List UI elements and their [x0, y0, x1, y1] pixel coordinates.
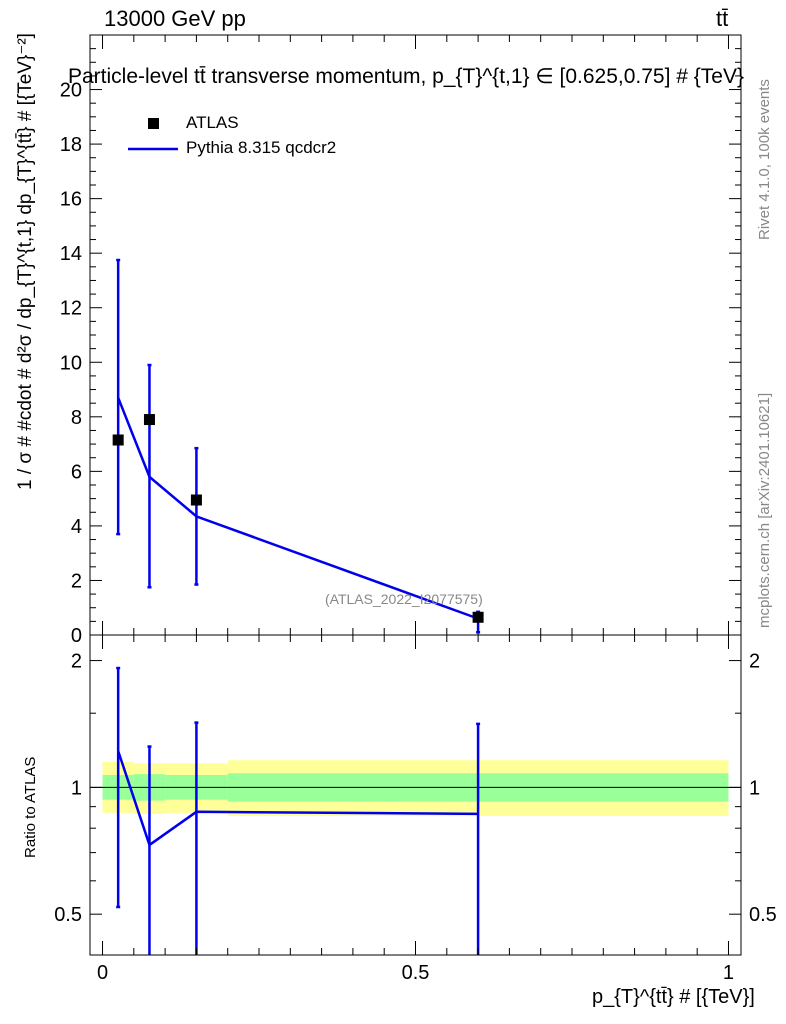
atlas-data-point — [190, 494, 202, 506]
ratio-mc-line — [116, 750, 479, 847]
main-y-tick-label: 14 — [60, 243, 82, 265]
main-y-tick-label: 18 — [60, 134, 82, 156]
atlas-data-point — [112, 434, 124, 446]
chart-title: Particle-level tt̄ transverse momentum, … — [68, 65, 745, 88]
main-y-tick-label: 20 — [60, 80, 82, 102]
legend-mc-label: Pythia 8.315 qcdcr2 — [186, 138, 337, 157]
ratio-y-tick-label: 1 — [71, 777, 82, 799]
ratio-y-tick-label: 0.5 — [54, 904, 82, 926]
ratio-y-tick-label-right: 1 — [749, 777, 760, 799]
x-tick-label: 0.5 — [402, 962, 430, 984]
atlas-data-point — [143, 414, 155, 426]
main-y-tick-label: 10 — [60, 352, 82, 374]
analysis-watermark: (ATLAS_2022_I2077575) — [325, 591, 483, 607]
main-y-tick-label: 8 — [71, 407, 82, 429]
main-y-tick-label: 16 — [60, 189, 82, 211]
ratio-y-tick-label: 2 — [71, 651, 82, 673]
rivet-version-label: Rivet 4.1.0, 100k events — [756, 79, 773, 240]
legend-data-label: ATLAS — [186, 113, 239, 132]
x-tick-label: 0 — [97, 962, 108, 984]
x-tick-label: 1 — [723, 962, 734, 984]
mcplots-label: mcplots.cern.ch [arXiv:2401.10621] — [756, 392, 773, 628]
main-y-tick-label: 2 — [71, 570, 82, 592]
main-y-tick-label: 6 — [71, 461, 82, 483]
mc-line — [117, 397, 479, 620]
main-y-axis-label: 1 / σ # #cdot # d²σ / dp_{T}^{t,1} dp_{T… — [15, 33, 36, 490]
x-axis-label: p_{T}^{tt̄} # [{TeV}] — [592, 986, 755, 1008]
main-y-tick-label: 4 — [71, 516, 82, 538]
atlas-data-point — [472, 611, 484, 623]
ratio-y-tick-label-right: 2 — [749, 651, 760, 673]
energy-label: 13000 GeV pp — [104, 6, 246, 31]
main-y-tick-label: 0 — [71, 625, 82, 647]
ratio-y-tick-label-right: 0.5 — [749, 904, 777, 926]
process-label: tt̄ — [716, 6, 729, 31]
legend-data-marker — [148, 118, 159, 129]
ratio-y-axis-label: Ratio to ATLAS — [22, 756, 39, 858]
main-y-tick-label: 12 — [60, 298, 82, 320]
